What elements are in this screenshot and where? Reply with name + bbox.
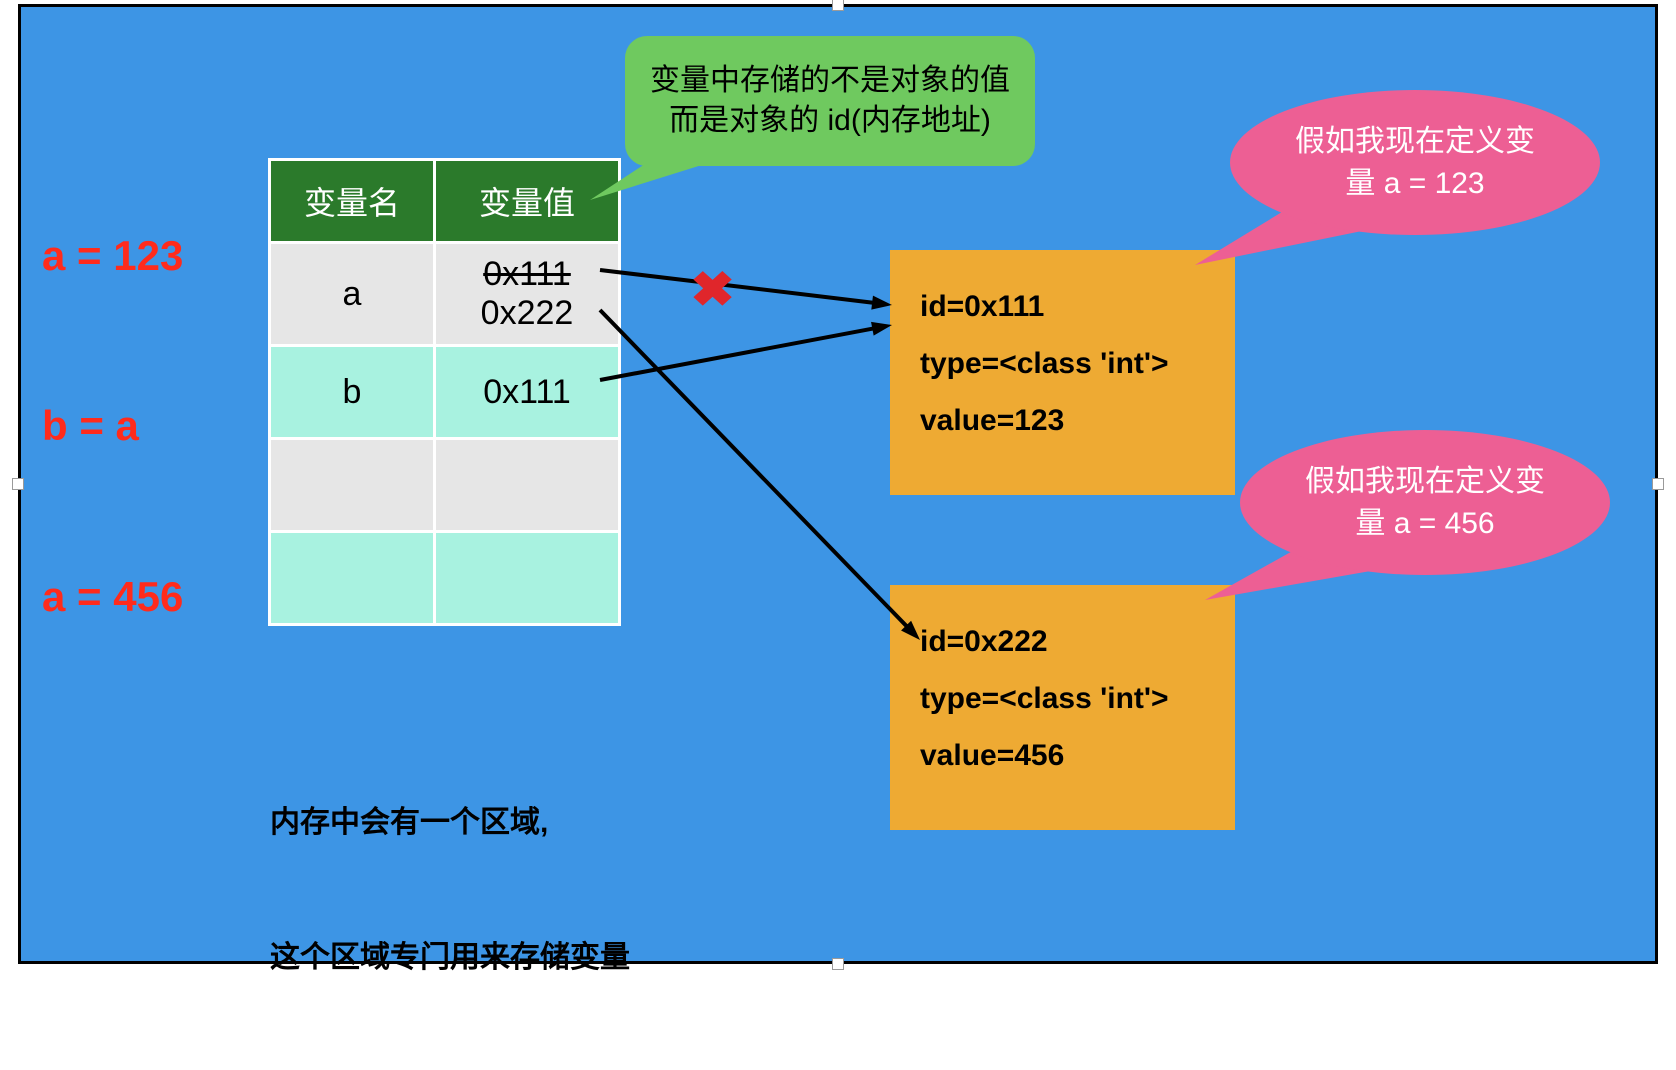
x-mark-icon: ✖ (690, 261, 735, 318)
bubble2-line1: 假如我现在定义变 (1305, 461, 1545, 503)
selection-handle (832, 958, 844, 970)
caption-line1: 内存中会有一个区域, (270, 800, 630, 845)
selection-handle (1652, 478, 1664, 490)
caption-text: 内存中会有一个区域, 这个区域专门用来存储变量 (270, 710, 630, 1070)
speech-bubble-2: 假如我现在定义变 量 a = 456 (0, 0, 1676, 972)
bubble2-line2: 量 a = 456 (1305, 503, 1545, 545)
selection-handle (832, 0, 844, 11)
bubble2-oval: 假如我现在定义变 量 a = 456 (1240, 430, 1610, 575)
selection-handle (12, 478, 24, 490)
caption-line2: 这个区域专门用来存储变量 (270, 935, 630, 980)
stage: a = 123 b = a a = 456 变量名 变量值 a0x1110x22… (0, 0, 1676, 972)
